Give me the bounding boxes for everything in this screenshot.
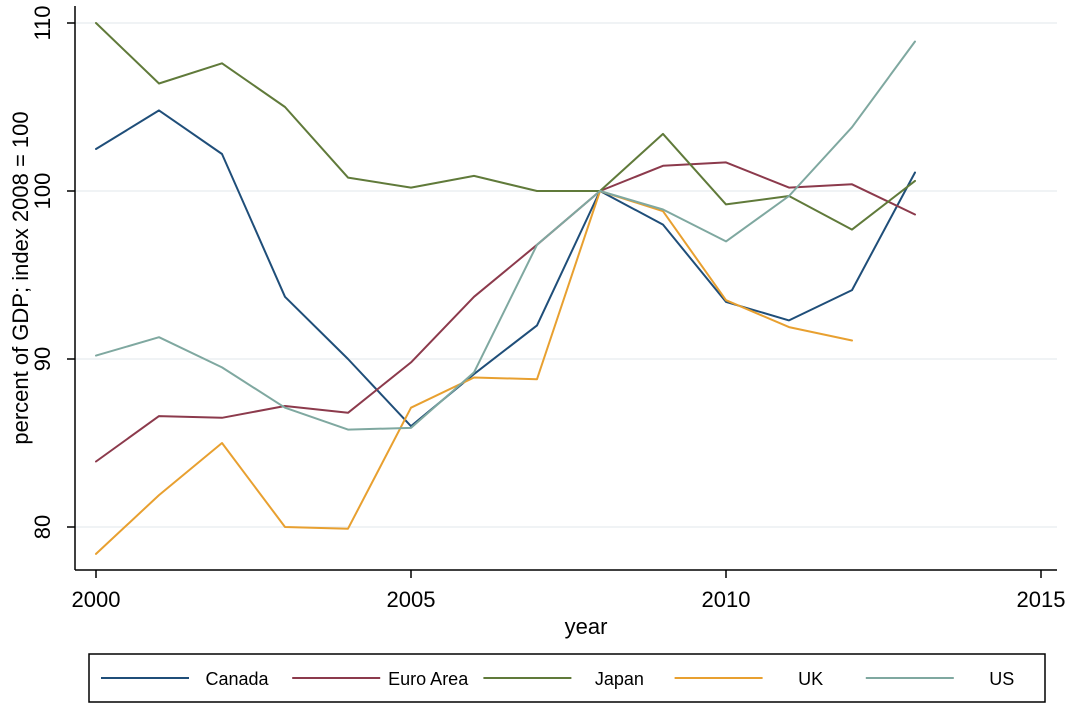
x-tick-label: 2015 [1017,587,1066,612]
legend-label: UK [798,669,823,689]
legend-label: Japan [595,669,644,689]
y-tick-label: 110 [30,5,55,40]
series-line-euro-area [95,161,916,463]
x-tick-label: 2005 [387,587,436,612]
x-tick-label: 2000 [72,587,121,612]
y-axis-title: percent of GDP; index 2008 = 100 [8,111,33,444]
axes-layer: 80 90 100 110 2000 2005 2010 2015 [30,5,1065,612]
series-line-us [95,40,916,431]
legend-label: Canada [205,669,269,689]
series-layer [95,22,916,555]
series-line-canada [95,109,916,428]
grid-layer [75,22,1057,528]
legend-label: Euro Area [388,669,469,689]
series-line-uk [95,190,853,555]
legend: Canada Euro Area Japan UK US [88,653,1046,703]
series-line-japan [95,22,916,231]
y-tick-label: 80 [30,515,55,539]
x-tick-label: 2010 [702,587,751,612]
legend-label: US [989,669,1014,689]
x-axis-title: year [565,614,608,639]
y-tick-label: 100 [30,173,55,210]
y-tick-label: 90 [30,347,55,371]
